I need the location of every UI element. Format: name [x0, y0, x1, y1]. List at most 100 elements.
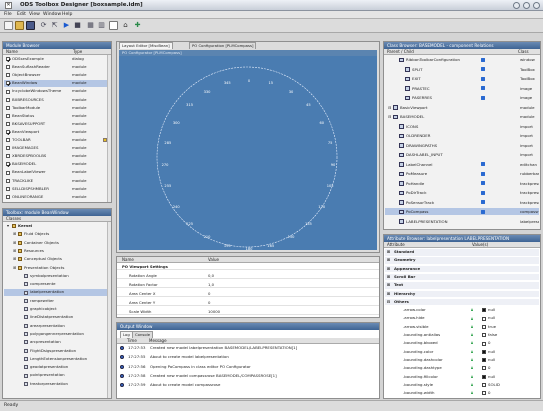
color-swatch[interactable]	[482, 341, 486, 346]
tree-item[interactable]: LengthExtensionpresentation	[4, 356, 110, 362]
compass-view[interactable]: PO Configurator [PLMCompass] 0 15 30 45 60 75…	[119, 50, 377, 251]
color-swatch[interactable]	[482, 358, 486, 363]
expand-icon[interactable]: ⊞	[387, 282, 391, 288]
list-item[interactable]: TRACKLIKE module	[4, 178, 110, 184]
expand-icon[interactable]: ⊞	[13, 239, 17, 245]
property-row[interactable]: Area Center X 0	[117, 291, 379, 298]
property-value[interactable]: 10000	[208, 309, 221, 314]
attribute-group[interactable]: ⊞ Appearance	[385, 265, 539, 273]
expand-icon[interactable]: ⊞	[387, 249, 391, 254]
color-swatch[interactable]	[482, 383, 486, 388]
attribute-value[interactable]: null	[488, 373, 496, 379]
grid-icon[interactable]: ▦	[87, 21, 94, 29]
play-icon[interactable]: ▶	[63, 21, 70, 29]
attribute-group[interactable]: ⊞ Standard	[385, 249, 539, 256]
page-icon[interactable]	[109, 21, 118, 30]
tree-item[interactable]: ⊞ Resources	[4, 248, 110, 254]
log-entry[interactable]: 17:27:53 Created new model labelpresentat…	[118, 345, 378, 352]
expand-icon[interactable]: ▾	[7, 223, 10, 228]
checkbox[interactable]	[6, 138, 10, 143]
tab-po-configuration[interactable]: PO Configuration [PLMCompass]	[189, 42, 257, 49]
tree-item[interactable]: ▾ Kernel	[4, 223, 110, 229]
attribute-row[interactable]: .bounding.width 0	[385, 390, 539, 397]
stop-icon[interactable]: ■	[74, 21, 81, 29]
checkbox[interactable]	[6, 73, 10, 78]
tree-item[interactable]: labelpresentation	[4, 289, 110, 296]
color-swatch[interactable]	[482, 324, 486, 329]
class-item[interactable]: ICONS import	[385, 123, 539, 130]
expand-icon[interactable]: ⊞	[387, 265, 391, 271]
color-swatch[interactable]	[482, 316, 486, 321]
class-item[interactable]: LABELPRESENTATION labelpresentat	[385, 218, 539, 225]
open-external-icon[interactable]: ⇱	[51, 21, 58, 29]
open-folder-icon[interactable]	[15, 21, 24, 30]
column-classes[interactable]: Classes	[6, 216, 22, 221]
attribute-group[interactable]: ⊞ Hierarchy	[385, 290, 539, 298]
pin-icon[interactable]: ✚	[134, 21, 141, 29]
tab-log[interactable]: Log	[120, 331, 133, 338]
attribute-group[interactable]: ⊞ Geometry	[385, 257, 539, 264]
color-swatch[interactable]	[482, 366, 486, 371]
attribute-value[interactable]: null	[488, 356, 496, 362]
list-item[interactable]: IMAGEMAGES module	[4, 145, 110, 151]
attribute-group[interactable]: ⊟ Others	[385, 298, 539, 306]
menu-help[interactable]: Help	[62, 12, 73, 17]
list-item[interactable]: TOOLBAR module	[4, 137, 110, 143]
attribute-value[interactable]: 0	[488, 340, 491, 346]
tree-item[interactable]: geodatpresentation	[4, 364, 110, 370]
expand-icon[interactable]: ⊞	[13, 264, 17, 270]
attribute-row[interactable]: .bounding.dashcolor null	[385, 357, 539, 364]
attribute-row[interactable]: .bounding.style SOLID	[385, 382, 539, 389]
color-swatch[interactable]	[482, 308, 486, 313]
checkbox[interactable]	[6, 186, 10, 191]
attribute-group[interactable]: ⊞ Text	[385, 282, 539, 289]
expand-icon[interactable]: ⊞	[13, 231, 17, 237]
property-row[interactable]: Scale Width 10000	[117, 309, 379, 316]
menu-file[interactable]: File	[4, 12, 12, 17]
list-item[interactable]: ONLINEORANGE module	[4, 194, 110, 200]
list-item[interactable]: BeanLabelViewer module	[4, 169, 110, 175]
log-entry[interactable]: 17:27:59 About to create model compassros…	[118, 382, 378, 389]
class-item[interactable]: DRAWINGPATHS import	[385, 142, 539, 149]
attribute-row[interactable]: .arrow.hide null	[385, 315, 539, 322]
class-item[interactable]: DASHLABEL_INPUT import	[385, 151, 539, 158]
tree-item[interactable]: arearpresentation	[4, 323, 110, 329]
attribute-row[interactable]: .arrow.color null	[385, 307, 539, 314]
log-entry[interactable]: 17:27:55 About to create model labelprese…	[118, 354, 378, 361]
column-class[interactable]: Class	[518, 49, 529, 54]
color-swatch[interactable]	[482, 391, 486, 396]
new-file-icon[interactable]	[4, 21, 13, 30]
column-time[interactable]: Time	[127, 338, 137, 343]
tree-item[interactable]: arcpresentation	[4, 339, 110, 345]
attribute-value[interactable]: 0	[488, 365, 491, 371]
attribute-value[interactable]: false	[488, 332, 498, 337]
property-value[interactable]: 0	[208, 291, 211, 296]
expand-icon[interactable]: ⊟	[388, 114, 392, 119]
property-row[interactable]: Area Center Y 0	[117, 300, 379, 307]
menu-window[interactable]: Window	[43, 12, 62, 17]
list-item[interactable]: BeanSuflashReader module	[4, 64, 110, 70]
checkbox[interactable]	[6, 57, 10, 62]
list-item[interactable]: BKSAVESUPPORT module	[4, 121, 110, 127]
checkbox[interactable]	[6, 65, 10, 70]
class-item[interactable]: LabelChannel editchan	[385, 161, 539, 168]
checkbox[interactable]	[6, 97, 10, 102]
class-item[interactable]: ⊟ BASEMODEL module	[385, 113, 539, 120]
property-value[interactable]: 0	[208, 300, 211, 305]
class-item[interactable]: SPLIT ToolBox	[385, 66, 539, 73]
list-item[interactable]: ODSsesExample dialog	[4, 56, 110, 62]
list-item[interactable]: ToolbarModule module	[4, 105, 110, 111]
column-name[interactable]: Name	[122, 257, 134, 262]
tree-item[interactable]: lineDistatpresentation	[4, 314, 110, 320]
color-swatch[interactable]	[482, 333, 486, 338]
color-swatch[interactable]	[482, 374, 486, 379]
expand-icon[interactable]: ⊞	[13, 256, 17, 262]
expand-icon[interactable]: ⊞	[387, 290, 391, 296]
class-item[interactable]: PoHandle trackpresentat	[385, 180, 539, 187]
checkbox[interactable]	[6, 162, 10, 167]
column-message[interactable]: Message	[149, 338, 167, 343]
attribute-value[interactable]: true	[488, 323, 496, 329]
checkbox[interactable]	[6, 194, 10, 199]
list-item[interactable]: IncyclobeWindowsTheme module	[4, 88, 110, 94]
column-parent-child[interactable]: Parent / Child	[387, 49, 414, 54]
